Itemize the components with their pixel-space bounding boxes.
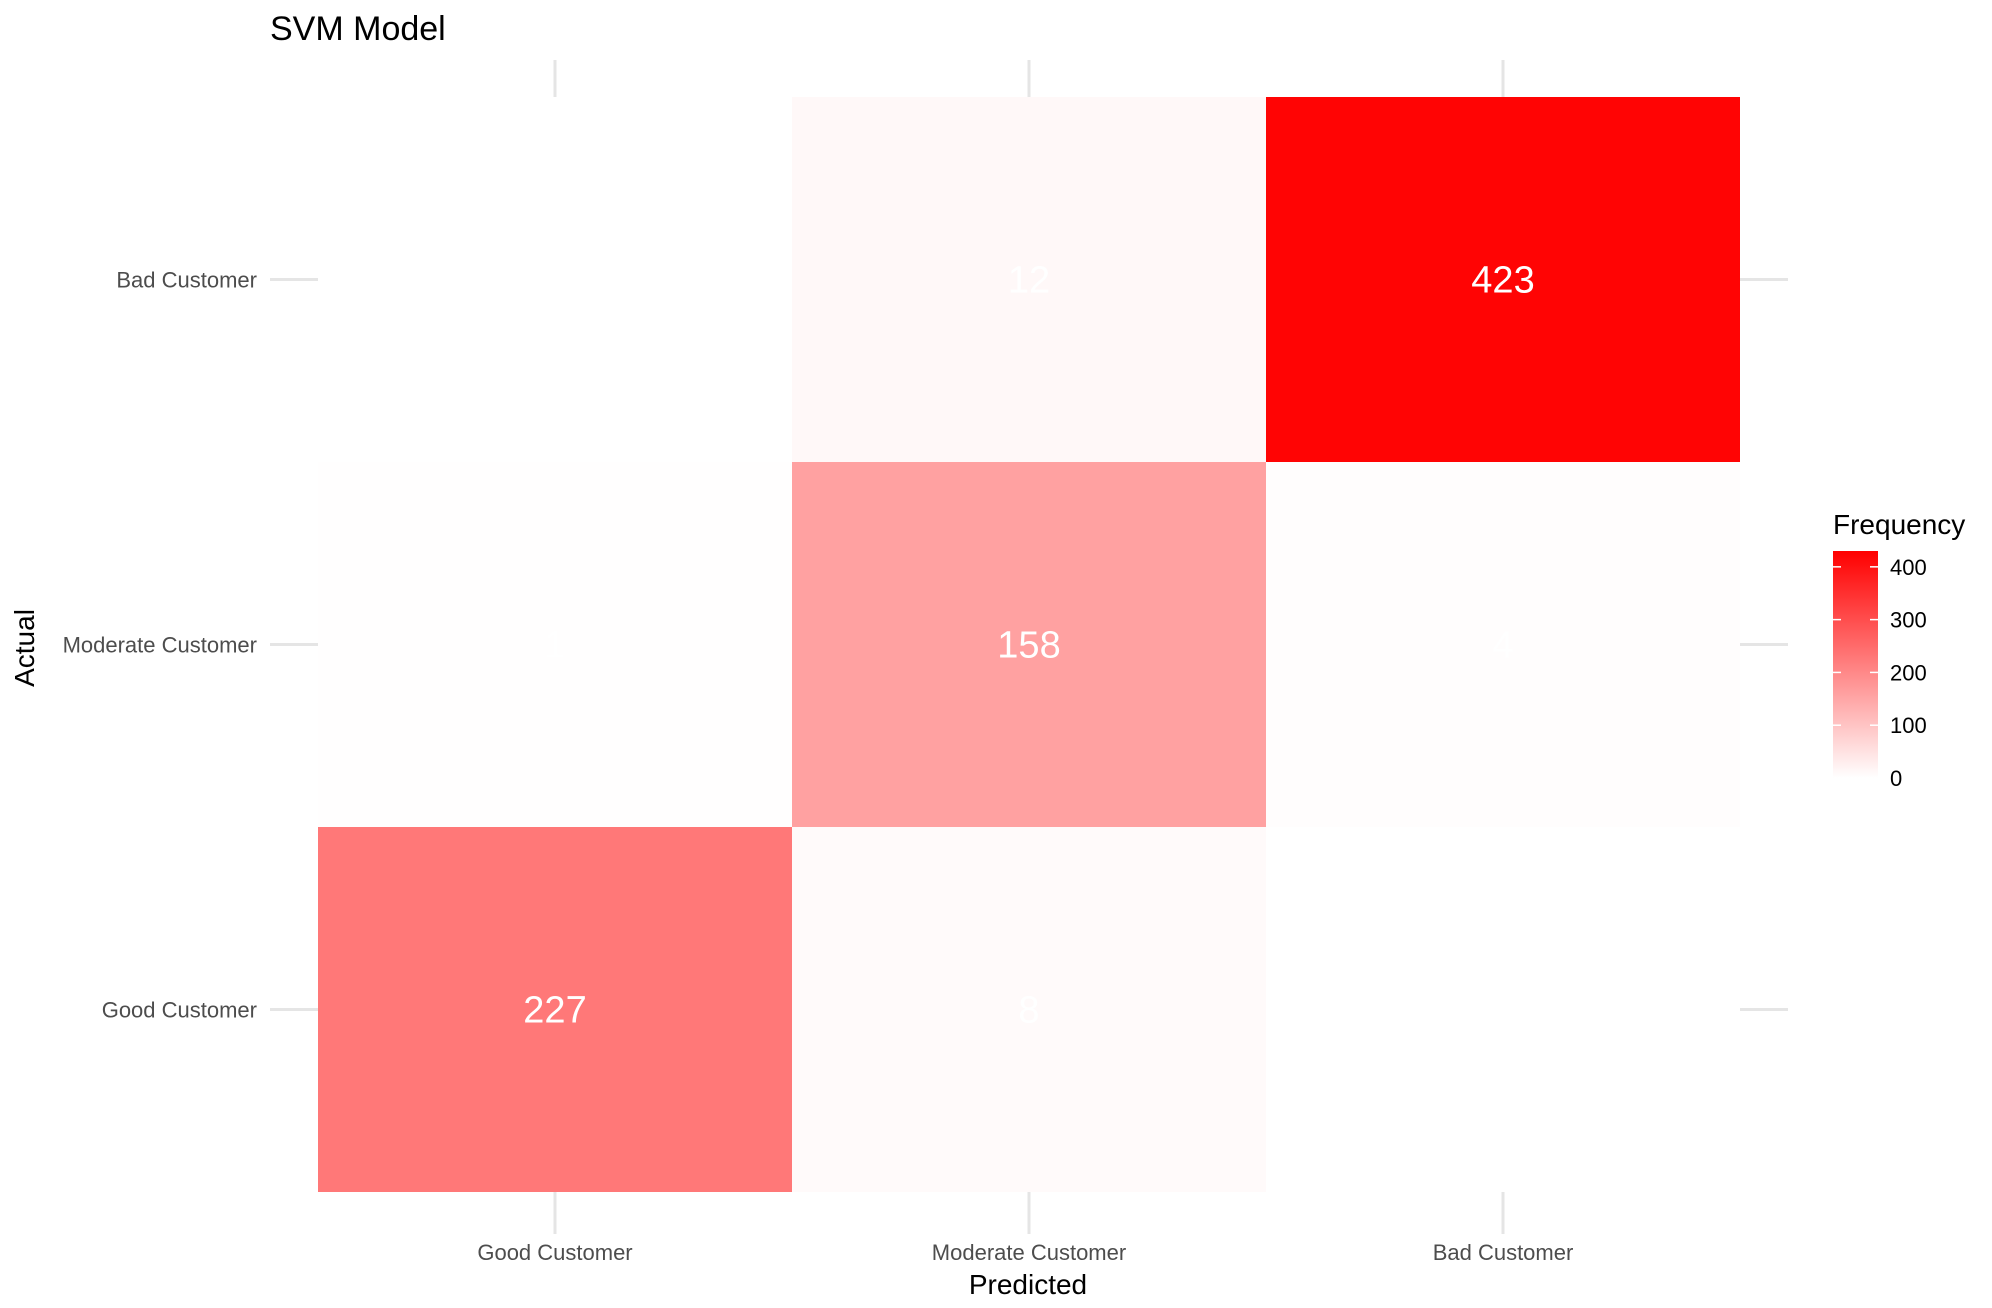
legend-tick-label-300: 300 bbox=[1890, 608, 1927, 633]
cell-good-customer-good-customer-label: 227 bbox=[523, 990, 586, 1032]
legend-ticks: 0 100 200 300 400 bbox=[1833, 555, 1927, 791]
y-tick-label-bad-customer: Bad Customer bbox=[116, 268, 257, 293]
cell-good-customer-moderate-customer bbox=[792, 827, 1266, 1192]
chart-title: SVM Model bbox=[270, 10, 446, 48]
cell-good-customer-good-customer bbox=[318, 827, 792, 1192]
cell-moderate-customer-good-customer-label: 1 bbox=[544, 625, 565, 667]
legend-tick-label-0: 0 bbox=[1890, 766, 1902, 791]
legend-tick-label-100: 100 bbox=[1890, 713, 1927, 738]
x-tick-label-bad-customer: Bad Customer bbox=[1433, 1240, 1574, 1265]
cell-good-customer-bad-customer bbox=[1266, 827, 1740, 1192]
y-tick-label-good-customer: Good Customer bbox=[102, 998, 257, 1023]
cell-moderate-customer-good-customer bbox=[318, 462, 792, 827]
cell-bad-customer-bad-customer-label: 423 bbox=[1471, 260, 1534, 302]
cell-value-labels: 227 8 0 1 158 4 0 12 423 bbox=[523, 260, 1534, 1032]
legend: Frequency 0 100 200 300 400 bbox=[1833, 509, 1965, 791]
x-axis-title: Predicted bbox=[969, 1269, 1087, 1300]
legend-tick-label-200: 200 bbox=[1890, 660, 1927, 685]
y-tick-label-moderate-customer: Moderate Customer bbox=[63, 633, 257, 658]
y-axis-title: Actual bbox=[9, 609, 40, 687]
y-axis-ticks: Good Customer Moderate Customer Bad Custom… bbox=[63, 268, 257, 1023]
cell-bad-customer-moderate-customer bbox=[792, 97, 1266, 462]
x-axis-ticks: Good Customer Moderate Customer Bad Custom… bbox=[477, 1240, 1573, 1265]
cell-good-customer-bad-customer-label: 0 bbox=[1492, 990, 1513, 1032]
cell-bad-customer-good-customer bbox=[318, 97, 792, 462]
heatmap-cells bbox=[318, 97, 1740, 1192]
cell-moderate-customer-moderate-customer-label: 158 bbox=[997, 625, 1060, 667]
cell-moderate-customer-bad-customer-label: 4 bbox=[1492, 625, 1513, 667]
x-tick-label-moderate-customer: Moderate Customer bbox=[932, 1240, 1126, 1265]
cell-moderate-customer-bad-customer bbox=[1266, 462, 1740, 827]
cell-good-customer-moderate-customer-label: 8 bbox=[1018, 990, 1039, 1032]
cell-bad-customer-good-customer-label: 0 bbox=[544, 260, 565, 302]
legend-tick-label-400: 400 bbox=[1890, 555, 1927, 580]
cell-moderate-customer-moderate-customer bbox=[792, 462, 1266, 827]
cell-bad-customer-moderate-customer-label: 12 bbox=[1008, 260, 1050, 302]
x-tick-label-good-customer: Good Customer bbox=[477, 1240, 632, 1265]
cell-bad-customer-bad-customer bbox=[1266, 97, 1740, 462]
legend-color-bar bbox=[1833, 551, 1878, 778]
legend-title: Frequency bbox=[1833, 509, 1965, 540]
